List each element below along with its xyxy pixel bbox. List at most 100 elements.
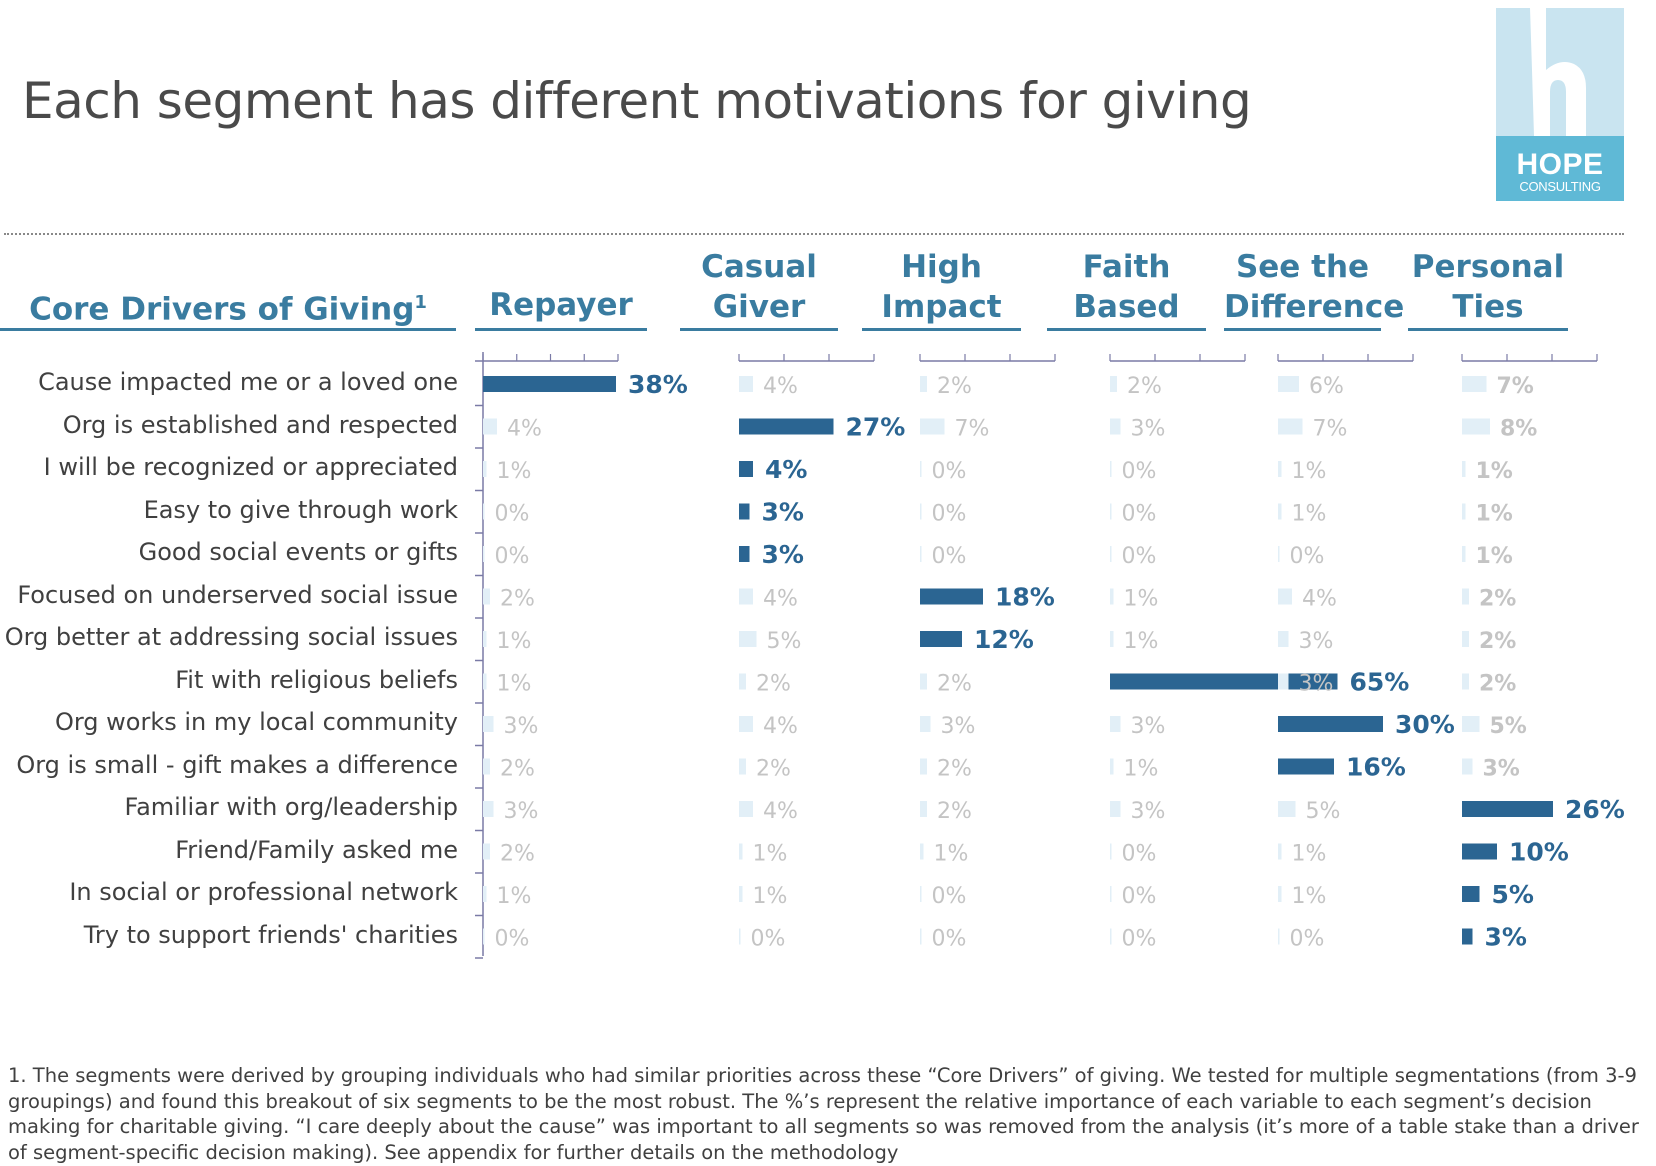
data-label: 0% [1122,927,1157,952]
bar [483,886,487,902]
segment-header: Repayer [475,285,647,325]
segment-header-line: Faith [1082,249,1171,285]
bar [920,843,924,860]
bar [1110,546,1112,562]
bar [1110,588,1114,605]
data-label: 0% [932,459,967,484]
bar [1110,758,1114,775]
data-label: 4% [765,455,807,484]
data-label: 0% [1122,842,1157,867]
data-label: 3% [941,714,976,739]
data-label: 5% [1490,714,1527,739]
bar [1462,928,1473,945]
segment-header-line: Repayer [489,287,633,323]
bar [483,631,487,647]
bar [920,418,945,435]
data-label: 0% [751,927,786,952]
data-label: 0% [1122,884,1157,909]
data-label: 3% [1131,417,1166,442]
data-label: 16% [1346,753,1406,782]
row-label: Good social events or gifts [138,538,458,566]
data-label: 1% [497,884,532,909]
bar [920,546,922,562]
data-label: 18% [995,583,1055,612]
row-label: Focused on underserved social issue [17,580,458,609]
data-label: 7% [1313,417,1348,442]
row-label: Org works in my local community [54,708,458,736]
bar [920,758,927,775]
bar [1278,588,1292,605]
bar [483,716,494,732]
bar [739,673,746,690]
bar [1278,631,1289,647]
data-label: 2% [1479,672,1516,697]
data-label: 2% [937,799,972,824]
row-label: Fit with religious beliefs [175,665,458,694]
logo-h-icon [1496,8,1624,136]
bar [1278,673,1289,690]
bar [483,588,490,605]
bar [1110,631,1114,647]
segment-header: Casual Giver [680,247,838,327]
bar [1278,503,1282,520]
title-divider [4,233,1624,235]
data-label: 2% [1127,374,1162,399]
data-label: 38% [628,370,688,399]
segment-header-underline [680,328,838,331]
bar [920,461,922,477]
bar [739,886,743,902]
segment-header-line: Difference [1224,289,1405,325]
segment-header-line: Based [1073,289,1180,325]
data-label: 1% [1476,544,1513,569]
bar [1110,503,1112,520]
data-label: 4% [507,417,542,442]
bar [739,843,743,860]
bar [1278,843,1282,860]
bar [920,928,922,945]
segment-header-line: High [901,249,982,285]
page-title: Each segment has different motivations f… [22,72,1252,130]
data-label: 4% [763,714,798,739]
bar [1110,376,1117,392]
data-label: 4% [763,587,798,612]
bar [1278,461,1282,477]
row-label: Friend/Family asked me [175,835,458,864]
footnote-mark: 1 [414,292,427,313]
bar [483,758,490,775]
data-label: 0% [932,884,967,909]
data-label: 3% [762,540,804,569]
row-label: Easy to give through work [143,495,458,524]
data-label: 2% [937,757,972,782]
bar [1462,758,1473,775]
data-label: 2% [756,757,791,782]
bar [483,928,485,945]
data-label: 4% [763,799,798,824]
segment-header-line: Impact [881,289,1002,325]
bar [1462,886,1480,902]
data-label: 0% [1122,459,1157,484]
data-label: 12% [974,625,1034,654]
bar [739,546,750,562]
bar [1110,418,1121,435]
bar [483,418,497,435]
bar [483,546,485,562]
bar [920,886,922,902]
segment-header-line: Giver [712,289,806,325]
row-header-underline [0,328,456,331]
bar [920,673,927,690]
data-label: 1% [1124,629,1159,654]
logo-brand: HOPE [1516,148,1604,181]
segment-header: Faith Based [1047,247,1206,327]
data-label: 0% [495,544,530,569]
data-label: 2% [500,757,535,782]
data-label: 3% [1299,629,1334,654]
bar [739,461,753,477]
row-label: Cause impacted me or a loved one [38,368,458,396]
bar [1462,843,1497,860]
bar [920,801,927,817]
segment-header-underline [1047,328,1206,331]
data-label: 5% [1306,799,1341,824]
data-label: 1% [1124,757,1159,782]
data-label: 1% [934,842,969,867]
